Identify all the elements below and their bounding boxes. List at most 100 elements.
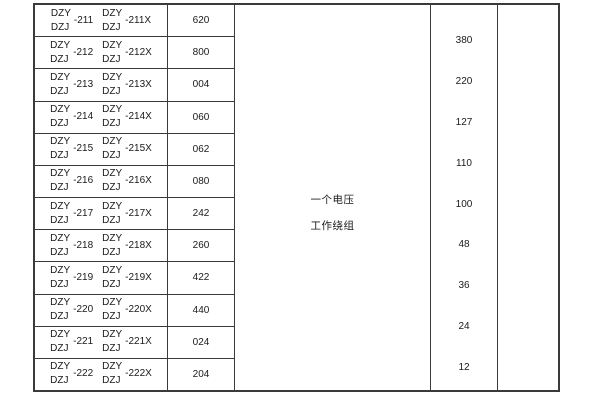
model-prefix-top: DZY xyxy=(50,232,71,244)
model-prefix-stack: DZY DZJ xyxy=(102,7,123,33)
model-prefix-bottom: DZJ xyxy=(102,343,121,355)
model-prefix-top: DZY xyxy=(102,168,123,180)
model-prefix-bottom: DZJ xyxy=(102,278,121,290)
model-suffix: -217 xyxy=(73,207,94,219)
model-cell: DZY DZJ -219 DZY DZJ -219X xyxy=(35,262,167,293)
model-suffix: -221 xyxy=(73,336,94,348)
model-suffix: -216 xyxy=(73,175,94,187)
model-suffix: -214 xyxy=(73,111,94,123)
model-cell: DZY DZJ -221 DZY DZJ -221X xyxy=(35,327,167,358)
model-prefix-top: DZY xyxy=(50,39,71,51)
model-prefix-stack: DZY DZJ xyxy=(102,264,123,290)
model-prefix-top: DZY xyxy=(102,329,123,341)
model-suffix-x: -218X xyxy=(125,239,152,251)
model-prefix-stack: DZY DZJ xyxy=(102,169,122,193)
code-cell: 062 xyxy=(167,133,234,165)
model-prefix-stack: DZY DZJ xyxy=(102,298,122,322)
model-variant-x: DZY DZJ -220X xyxy=(102,298,152,322)
table-row: DZY DZJ -211 DZY DZJ -211X xyxy=(35,5,234,38)
model-variant-x: DZY DZJ -221X xyxy=(102,330,152,354)
winding-description-line2: 工作绕组 xyxy=(310,220,355,232)
model-variant-x: DZY DZJ -214X xyxy=(102,105,152,129)
model-suffix-x: -219X xyxy=(125,271,152,283)
code-cell: 004 xyxy=(167,69,234,101)
model-prefix-top: DZY xyxy=(102,200,123,212)
model-variant-x: DZY DZJ -215X xyxy=(102,137,152,161)
model-prefix-bottom: DZJ xyxy=(50,150,69,162)
model-prefix-stack: DZY DZJ xyxy=(102,72,122,97)
model-prefix-top: DZY xyxy=(102,264,123,276)
model-suffix: -215 xyxy=(73,143,94,155)
model-suffix: -212 xyxy=(73,46,94,58)
code-cell: 204 xyxy=(167,358,234,391)
model-prefix-bottom: DZJ xyxy=(50,53,69,65)
model-variant-base: DZY DZJ -214 xyxy=(50,105,93,129)
voltage-value: 48 xyxy=(458,239,470,251)
model-prefix-stack: DZY DZJ xyxy=(50,298,70,322)
model-prefix-bottom: DZJ xyxy=(50,375,69,387)
model-suffix-x: -222X xyxy=(125,368,152,380)
model-cell: DZY DZJ -217 DZY DZJ -217X xyxy=(35,198,167,229)
model-variant-x: DZY DZJ -216X xyxy=(102,169,152,193)
model-suffix-x: -220X xyxy=(125,304,152,316)
model-prefix-top: DZY xyxy=(102,7,123,19)
voltage-value: 110 xyxy=(456,157,472,169)
model-variant-base: DZY DZJ -211 xyxy=(50,7,93,33)
model-prefix-top: DZY xyxy=(50,7,71,19)
model-prefix-stack: DZY DZJ xyxy=(50,362,70,386)
table-row: DZY DZJ -214 DZY DZJ -214X xyxy=(35,101,234,134)
voltage-value: 100 xyxy=(455,198,473,210)
model-prefix-bottom: DZJ xyxy=(102,85,121,97)
model-cell: DZY DZJ -214 DZY DZJ -214X xyxy=(35,102,167,133)
model-variant-base: DZY DZJ -221 xyxy=(50,330,93,354)
model-suffix-x: -215X xyxy=(125,143,152,155)
model-variant-base: DZY DZJ -220 xyxy=(50,298,93,322)
model-prefix-bottom: DZJ xyxy=(50,343,69,355)
model-cell: DZY DZJ -218 DZY DZJ -218X xyxy=(35,230,167,261)
model-prefix-stack: DZY DZJ xyxy=(102,137,122,161)
model-variant-x: DZY DZJ -219X xyxy=(102,264,152,290)
model-suffix: -213 xyxy=(73,78,94,90)
table-row: DZY DZJ -217 DZY DZJ -217X xyxy=(35,198,234,231)
model-variant-base: DZY DZJ -217 xyxy=(50,200,94,226)
model-prefix-bottom: DZJ xyxy=(102,375,121,387)
model-variant-base: DZY DZJ -213 xyxy=(50,71,94,97)
model-prefix-bottom: DZJ xyxy=(50,246,69,258)
voltage-value: 24 xyxy=(458,321,470,333)
model-prefix-bottom: DZJ xyxy=(102,214,121,226)
table-row: DZY DZJ -213 DZY DZJ -213X xyxy=(35,69,234,102)
model-variant-x: DZY DZJ -211X xyxy=(102,7,151,33)
model-prefix-bottom: DZJ xyxy=(50,21,70,33)
table-row: DZY DZJ -220 DZY DZJ -220X xyxy=(35,294,234,327)
model-prefix-bottom: DZJ xyxy=(102,246,121,258)
model-prefix-bottom: DZJ xyxy=(102,53,121,65)
voltage-value: 12 xyxy=(458,362,470,374)
model-suffix: -220 xyxy=(73,304,94,316)
model-suffix: -219 xyxy=(73,271,94,283)
model-variant-base: DZY DZJ -222 xyxy=(50,362,93,386)
code-cell: 422 xyxy=(167,262,234,294)
code-cell: 024 xyxy=(167,326,234,358)
model-prefix-top: DZY xyxy=(50,200,71,212)
model-suffix: -222 xyxy=(73,368,94,380)
model-prefix-top: DZY xyxy=(50,71,71,83)
model-prefix-bottom: DZJ xyxy=(50,311,69,323)
code-cell: 080 xyxy=(167,165,234,198)
table-row: DZY DZJ -212 DZY DZJ -212X xyxy=(35,37,234,70)
table-row: DZY DZJ -215 DZY DZJ -215X xyxy=(35,133,234,166)
model-cell: DZY DZJ -213 DZY DZJ -213X xyxy=(35,69,167,100)
model-prefix-top: DZY xyxy=(102,361,123,373)
model-prefix-bottom: DZJ xyxy=(50,278,69,290)
model-prefix-stack: DZY DZJ xyxy=(50,200,71,226)
model-prefix-stack: DZY DZJ xyxy=(50,71,71,97)
model-variant-base: DZY DZJ -212 xyxy=(50,39,94,65)
code-cell: 242 xyxy=(167,198,234,230)
model-prefix-bottom: DZJ xyxy=(50,214,69,226)
model-prefix-stack: DZY DZJ xyxy=(50,39,71,65)
model-prefix-stack: DZY DZJ xyxy=(50,265,70,290)
table-row: DZY DZJ -221 DZY DZJ -221X xyxy=(35,326,234,359)
code-cell: 060 xyxy=(167,101,234,133)
voltage-value: 36 xyxy=(458,280,470,292)
model-suffix-x: -212X xyxy=(125,46,152,58)
model-prefix-top: DZY xyxy=(50,329,71,341)
